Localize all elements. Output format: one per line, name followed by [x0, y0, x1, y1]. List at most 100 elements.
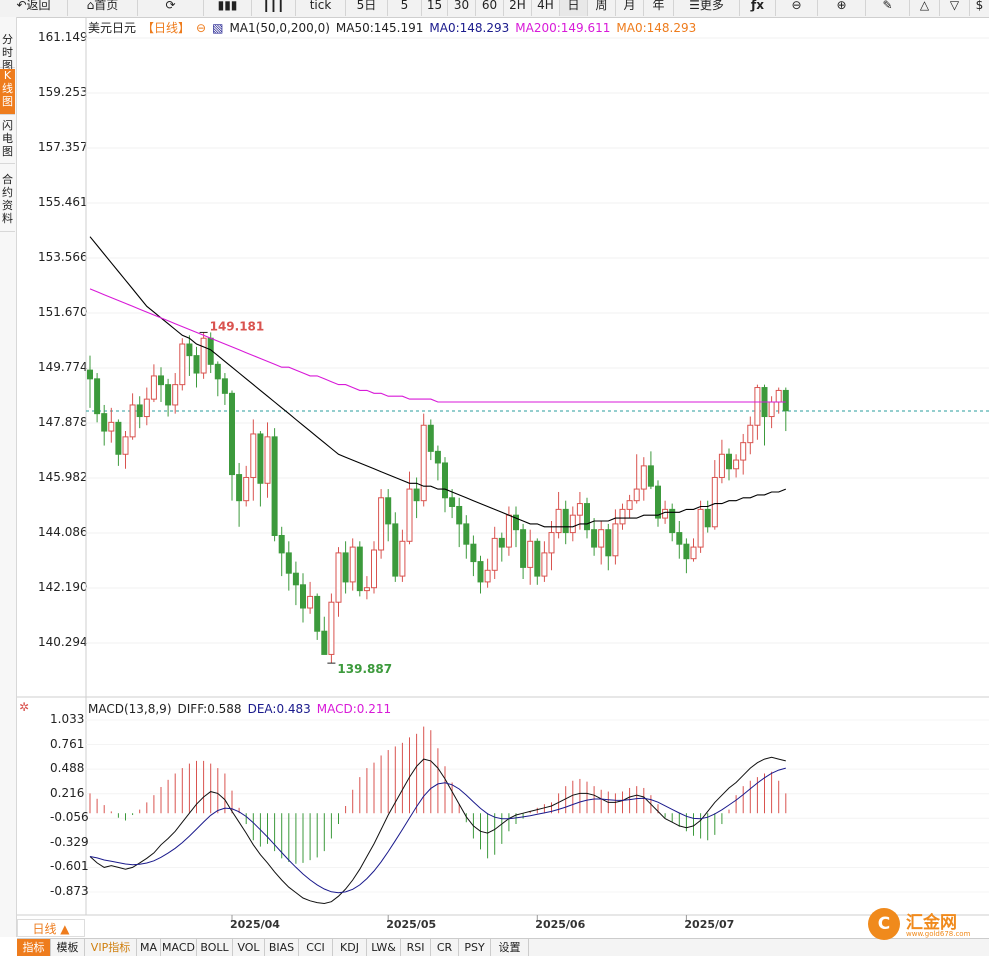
candle-type-button[interactable]: ┃┃┃	[252, 0, 296, 16]
draw-button[interactable]: ✎	[866, 0, 910, 16]
candle-body	[342, 552, 349, 583]
macd-settings-icon[interactable]: ✲	[19, 700, 30, 714]
indicator-tab[interactable]: CCI	[299, 939, 333, 956]
candle-body	[420, 424, 427, 502]
ma50-value: MA50:145.191	[335, 21, 424, 35]
indicator-tab[interactable]: LW&	[367, 939, 401, 956]
candle-body	[548, 532, 555, 554]
formula-button[interactable]: ƒx	[740, 0, 776, 16]
candle-body	[200, 337, 207, 374]
period-selector[interactable]: 日线 ▲	[17, 919, 85, 937]
candle-body	[768, 401, 775, 418]
indicator-tab[interactable]: 设置	[491, 939, 529, 956]
candle-body	[498, 537, 505, 548]
candle-body	[626, 500, 633, 510]
tab-60min[interactable]: 60	[476, 0, 504, 16]
candle-body	[633, 488, 640, 502]
indicator-tab[interactable]: CR	[431, 939, 459, 956]
price-tick-label: 149.774	[38, 359, 88, 374]
candle-body	[527, 540, 534, 568]
sidebar-item-kline[interactable]: K线图	[0, 69, 15, 115]
candle-body	[115, 421, 122, 455]
candle-body	[576, 503, 583, 516]
ma200-value: MA200:149.611	[515, 21, 611, 35]
indicator-tab[interactable]: PSY	[459, 939, 491, 956]
indicator-tab[interactable]: BIAS	[265, 939, 299, 956]
more-button[interactable]: ☰更多	[674, 0, 740, 16]
indicator-tab[interactable]: VIP指标	[85, 939, 137, 956]
macd-dea: DEA:0.483	[247, 702, 311, 716]
candle-body	[101, 413, 108, 432]
candle-body	[591, 529, 598, 548]
tab-month[interactable]: 月	[616, 0, 644, 16]
tab-4h[interactable]: 4H	[532, 0, 560, 16]
indicator-tab[interactable]: MA	[137, 939, 161, 956]
settings-icon[interactable]: ⊖	[196, 21, 207, 35]
candle-body	[598, 529, 605, 548]
logo-name: 汇金网	[906, 913, 957, 933]
ma-params: MA1(50,0,200,0)	[229, 21, 330, 35]
candle-body	[484, 569, 491, 583]
candle-body	[406, 488, 413, 542]
tab-tick[interactable]: tick	[296, 0, 346, 16]
candle-body	[193, 355, 200, 374]
candle-body	[158, 375, 164, 386]
indicator-tab[interactable]: KDJ	[333, 939, 367, 956]
ma200-line	[89, 288, 786, 403]
zoom-out-icon: ⊖	[791, 0, 802, 12]
back-button[interactable]: ↶返回	[0, 0, 68, 16]
candle-body	[292, 572, 299, 586]
candle-body	[363, 587, 370, 592]
symbol-label: 美元日元	[88, 21, 137, 35]
indicator-tab[interactable]: 模板	[51, 939, 85, 956]
candle-body	[555, 508, 562, 534]
tab-year[interactable]: 年	[644, 0, 674, 16]
logo-icon: C	[868, 908, 900, 940]
macd-tick-label: -0.873	[50, 884, 89, 898]
indicator-button[interactable]: ▮▮▮	[204, 0, 252, 16]
candle-body	[470, 543, 477, 563]
candle-body	[427, 424, 434, 452]
sidebar-item-contract[interactable]: 合约资料	[0, 173, 15, 232]
home-button[interactable]: ⌂首页	[68, 0, 138, 16]
sidebar-item-timeshare[interactable]: 分时图	[0, 33, 15, 72]
candle-body	[321, 630, 328, 655]
candlestick-icon: ┃┃┃	[262, 0, 285, 12]
macd-tick-label: -0.601	[50, 859, 89, 874]
candle-body	[669, 508, 676, 534]
indicator-tab[interactable]: RSI	[401, 939, 431, 956]
candle-body	[520, 529, 527, 568]
period-label: 【日线】	[142, 21, 191, 35]
tab-5day[interactable]: 5日	[346, 0, 388, 16]
candle-body	[356, 546, 363, 592]
candle-body	[491, 537, 498, 571]
currency-button[interactable]: $	[970, 0, 989, 16]
tab-day[interactable]: 日	[560, 0, 588, 16]
indicator-tab[interactable]: BOLL	[197, 939, 233, 956]
candle-body	[300, 584, 306, 609]
price-tick-label: 155.461	[38, 195, 88, 209]
candle-body	[172, 384, 179, 406]
tab-week[interactable]: 周	[588, 0, 616, 16]
tab-2h[interactable]: 2H	[504, 0, 532, 16]
tab-30min[interactable]: 30	[448, 0, 476, 16]
candle-body	[754, 387, 761, 426]
indicator-tab[interactable]: MACD	[161, 939, 197, 956]
tab-5min[interactable]: 5	[388, 0, 422, 16]
indicator-tab[interactable]: VOL	[233, 939, 265, 956]
indicator-tab[interactable]: 指标	[17, 939, 51, 956]
zoom-in-button[interactable]: ⊕	[818, 0, 866, 16]
sidebar-item-flash[interactable]: 闪电图	[0, 119, 15, 164]
candle-body	[122, 436, 129, 455]
indicator-icon[interactable]: ▧	[212, 21, 224, 35]
price-tick-label: 153.566	[38, 249, 88, 264]
candle-body	[229, 392, 235, 476]
tab-15min[interactable]: 15	[422, 0, 448, 16]
refresh-button[interactable]: ⟳	[138, 0, 204, 16]
triangle-up-button[interactable]: △	[910, 0, 940, 16]
candle-body	[562, 508, 569, 534]
zoom-out-button[interactable]: ⊖	[776, 0, 818, 16]
candle-body	[143, 398, 150, 418]
triangle-down-button[interactable]: ▽	[940, 0, 970, 16]
